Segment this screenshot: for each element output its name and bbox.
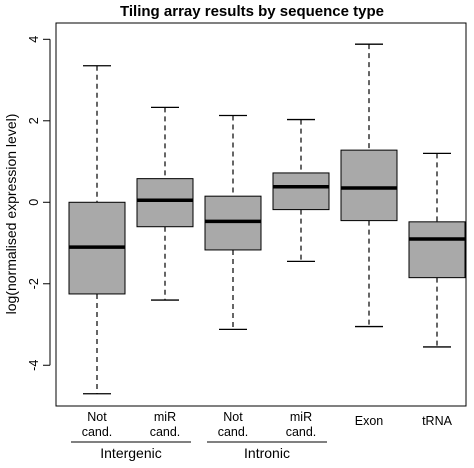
y-tick-label: -4 bbox=[27, 360, 41, 371]
iqr-box bbox=[340, 149, 398, 222]
category-label: cand. bbox=[286, 425, 317, 439]
group-labels: Intergenic Intronic bbox=[71, 441, 327, 461]
iqr-box bbox=[136, 178, 194, 228]
box-group bbox=[68, 65, 126, 395]
group-label: Intergenic bbox=[100, 445, 161, 461]
category-label: cand. bbox=[218, 425, 249, 439]
group-label: Intronic bbox=[244, 445, 290, 461]
category-label: miR bbox=[154, 410, 176, 424]
box-group bbox=[136, 106, 194, 301]
plot-frame bbox=[55, 22, 467, 407]
category-label: Exon bbox=[355, 414, 384, 428]
boxes bbox=[68, 43, 466, 395]
category-label: miR bbox=[290, 410, 312, 424]
y-tick-label: 4 bbox=[27, 36, 41, 43]
category-label: Not bbox=[223, 410, 243, 424]
y-axis: -4 -2 0 2 4 bbox=[27, 36, 51, 371]
y-tick-label: 0 bbox=[27, 199, 41, 206]
category-label: tRNA bbox=[422, 414, 453, 428]
category-label: cand. bbox=[82, 425, 113, 439]
box-group bbox=[272, 118, 330, 263]
y-tick-label: 2 bbox=[27, 117, 41, 124]
iqr-box bbox=[272, 172, 330, 211]
box-group bbox=[340, 43, 398, 328]
category-label: Not bbox=[87, 410, 107, 424]
category-label: cand. bbox=[150, 425, 181, 439]
chart-title: Tiling array results by sequence type bbox=[120, 3, 384, 20]
iqr-box bbox=[408, 221, 466, 279]
y-tick-label: -2 bbox=[27, 278, 41, 289]
box-group bbox=[204, 114, 262, 331]
y-axis-label: log(normalised expression level) bbox=[3, 114, 19, 315]
box-group bbox=[408, 152, 466, 348]
